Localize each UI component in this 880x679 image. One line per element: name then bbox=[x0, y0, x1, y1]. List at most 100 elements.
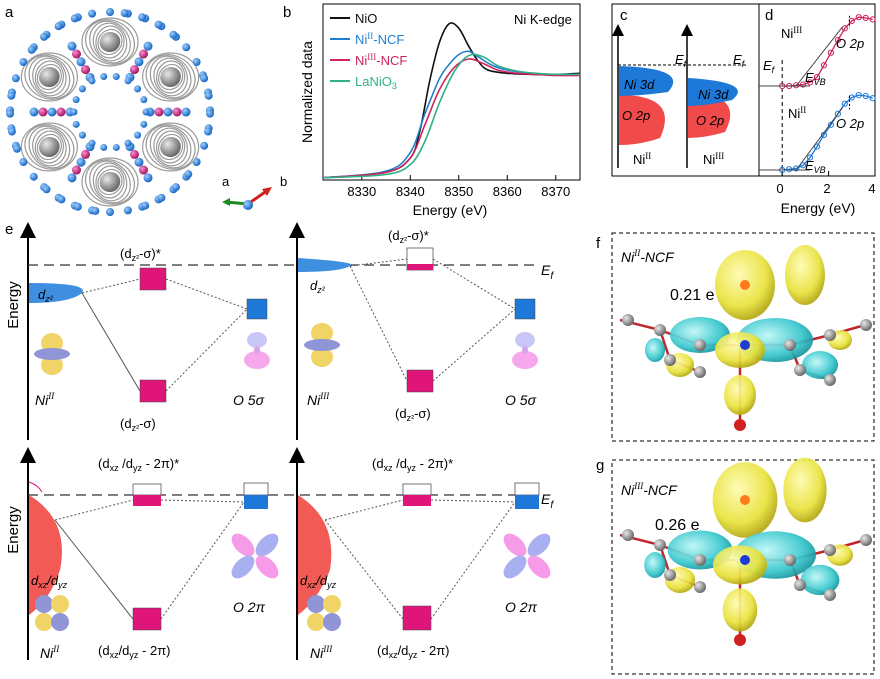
xas-legend-label: NiIII-NCF bbox=[355, 52, 407, 68]
atom-n bbox=[6, 109, 15, 118]
atom-n bbox=[154, 20, 163, 29]
atom-n bbox=[7, 127, 16, 136]
o2p-label-d-bottom: O 2p bbox=[836, 116, 864, 131]
atom-n bbox=[40, 32, 49, 41]
atom-ni bbox=[56, 107, 66, 117]
vb-data-point bbox=[820, 62, 828, 69]
vb-data-point bbox=[799, 81, 807, 88]
atom-ni bbox=[139, 165, 148, 175]
atom-o bbox=[740, 495, 750, 505]
atom-ni bbox=[76, 57, 86, 67]
atom-c bbox=[824, 544, 836, 556]
metal-label-pi-ni2: NiII bbox=[40, 644, 60, 661]
atom-ni bbox=[72, 165, 81, 175]
ligand-label-pi-ni2: O 2π bbox=[233, 599, 266, 615]
bonding-label-pi-ni2: (dxz/dyz - 2π) bbox=[98, 643, 171, 660]
atom-c bbox=[694, 554, 706, 566]
atom-n bbox=[184, 170, 193, 179]
atom-n bbox=[27, 45, 36, 54]
vb-edge-tangent bbox=[795, 26, 843, 87]
atom-n bbox=[157, 193, 166, 202]
panel-c: c Ef Ef Ni 3d O 2p Ni 3d O 2p NiII NiIII bbox=[611, 3, 760, 177]
atom-c bbox=[654, 539, 666, 551]
antibonding-label-pi-ni2: (dxz /dyz - 2π)* bbox=[98, 456, 179, 473]
panel-c-label: c bbox=[620, 7, 628, 24]
vb-data-point bbox=[799, 162, 807, 169]
antibonding-fill-sigma-ni3 bbox=[407, 264, 433, 270]
vb-data-point bbox=[862, 14, 869, 22]
o2p-label-left: O 2p bbox=[622, 108, 650, 123]
atom-ni-center bbox=[740, 340, 750, 350]
xas-series-line-3 bbox=[322, 53, 581, 179]
atom-n bbox=[200, 74, 209, 83]
atom-c bbox=[784, 554, 796, 566]
vb-data-point bbox=[869, 16, 876, 23]
atom-c bbox=[794, 364, 806, 376]
o2p-band-ni2 bbox=[619, 95, 665, 145]
evb-label-d-bottom: EVB bbox=[805, 158, 826, 175]
o5sigma-level-ni3 bbox=[514, 298, 536, 320]
atom-ni-center bbox=[740, 555, 750, 565]
evb-label-d-top: EVB bbox=[805, 70, 826, 87]
d-xtick-0: 0 bbox=[776, 181, 783, 196]
o2p-label-right: O 2p bbox=[696, 113, 724, 128]
bonding-level-pi-ni2 bbox=[132, 607, 162, 631]
panel-f-title: NiII-NCF bbox=[621, 248, 675, 265]
vb-data-point bbox=[806, 154, 814, 161]
atom-n bbox=[57, 195, 66, 204]
atom-ni bbox=[130, 149, 139, 159]
ni3d-label-right: Ni 3d bbox=[698, 87, 729, 102]
atom-ni bbox=[134, 57, 144, 67]
dxz-orbital-icon-ni3 bbox=[307, 595, 341, 631]
vb-data-point bbox=[855, 92, 862, 99]
vb-data-point bbox=[813, 74, 821, 81]
atom-o bbox=[740, 280, 750, 290]
ligand-cluster bbox=[6, 13, 82, 153]
xas-xtick-label: 8340 bbox=[396, 184, 425, 199]
isosurface-lobe bbox=[785, 245, 825, 305]
panel-f-frame bbox=[611, 232, 875, 442]
atom-n bbox=[169, 30, 178, 39]
o2pi-level-ni3-filled bbox=[515, 495, 539, 509]
vb-data-point bbox=[841, 25, 848, 32]
charge-density-f bbox=[619, 245, 872, 431]
dxz-label-ni3: dxz/dyz bbox=[300, 573, 337, 590]
atom-c bbox=[694, 366, 706, 378]
axis-a-label: a bbox=[222, 174, 230, 189]
panel-d-frame bbox=[758, 3, 876, 177]
dz2-label-ni2: dz² bbox=[38, 287, 54, 304]
metal-label-sigma-ni2: NiII bbox=[35, 391, 55, 408]
d-xtick-4: 4 bbox=[868, 181, 875, 196]
atom-c bbox=[694, 581, 706, 593]
atom-ni bbox=[38, 107, 48, 117]
metal-label-sigma-ni3: NiIII bbox=[307, 391, 330, 408]
bonding-label-sigma-ni2: (dz²-σ) bbox=[120, 416, 156, 433]
energy-ylabel-bottom: Energy bbox=[5, 506, 22, 554]
ni3-label-d: NiIII bbox=[781, 25, 802, 41]
mo-diagram-pi-ni2: (dxz /dyz - 2π)* (dxz/dyz - 2π) dxz/dyz … bbox=[28, 456, 279, 661]
atom-ni bbox=[67, 173, 77, 183]
atom-ni bbox=[143, 173, 153, 183]
xas-xlabel: Energy (eV) bbox=[413, 202, 488, 218]
xas-legend-label: NiII-NCF bbox=[355, 31, 404, 47]
atom-c bbox=[794, 579, 806, 591]
ni2-label-d: NiII bbox=[788, 105, 806, 121]
vb-data-point bbox=[834, 110, 841, 117]
atom-n bbox=[73, 202, 82, 211]
panel-b-label: b bbox=[283, 4, 291, 21]
atom-ni bbox=[181, 107, 191, 117]
antibonding-level-pi-ni2-empty bbox=[132, 483, 162, 496]
vb-edge-tangent bbox=[795, 107, 843, 171]
antibonding-level-sigma-ni2 bbox=[139, 267, 167, 291]
atom-n bbox=[171, 183, 180, 192]
vb-data-point bbox=[793, 82, 800, 89]
d-xlabel: Energy (eV) bbox=[781, 200, 856, 216]
ef-label-d: Ef bbox=[763, 58, 776, 75]
atom-ni bbox=[47, 107, 57, 117]
atom-n bbox=[138, 13, 147, 22]
antibonding-label-pi-ni3: (dxz /dyz - 2π)* bbox=[372, 456, 453, 473]
isosurface-lobe bbox=[715, 332, 765, 368]
isosurface-lobe bbox=[722, 588, 758, 632]
atom-n bbox=[70, 14, 79, 23]
xas-legend-label: NiO bbox=[355, 11, 377, 26]
